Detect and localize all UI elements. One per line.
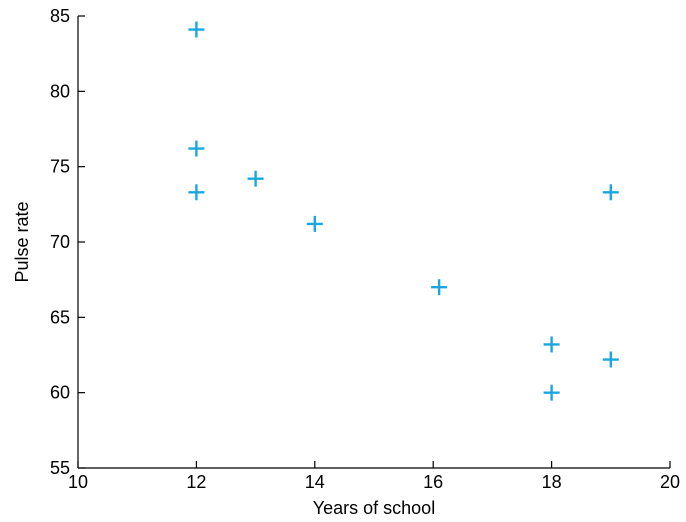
- data-point: [306, 215, 323, 232]
- y-tick-label: 65: [50, 307, 70, 327]
- x-axis-title: Years of school: [313, 498, 435, 518]
- plot-area: [77, 16, 670, 469]
- x-tick-label: 20: [660, 472, 680, 492]
- data-point: [602, 351, 619, 368]
- y-tick-label: 60: [50, 383, 70, 403]
- y-tick-label: 80: [50, 81, 70, 101]
- data-point: [188, 184, 205, 201]
- data-point: [431, 279, 448, 296]
- data-points: [188, 21, 619, 401]
- data-point: [602, 184, 619, 201]
- x-tick-label: 18: [542, 472, 562, 492]
- y-tick-label: 75: [50, 157, 70, 177]
- y-axis-title: Pulse rate: [12, 201, 32, 282]
- y-tick-label: 85: [50, 6, 70, 26]
- data-point: [188, 140, 205, 157]
- x-tick-label: 16: [423, 472, 443, 492]
- x-tick-label: 12: [186, 472, 206, 492]
- y-tick-label: 55: [50, 458, 70, 478]
- x-tick-label: 10: [68, 472, 88, 492]
- y-tick-label: 70: [50, 232, 70, 252]
- y-axis-ticks: 55 60 65 70 75 80 85: [50, 6, 85, 478]
- x-tick-label: 14: [305, 472, 325, 492]
- data-point: [543, 384, 560, 401]
- data-point: [543, 336, 560, 353]
- x-axis-ticks: 10 12 14 16 18 20: [68, 461, 680, 492]
- data-point: [188, 21, 205, 38]
- data-point: [247, 170, 264, 187]
